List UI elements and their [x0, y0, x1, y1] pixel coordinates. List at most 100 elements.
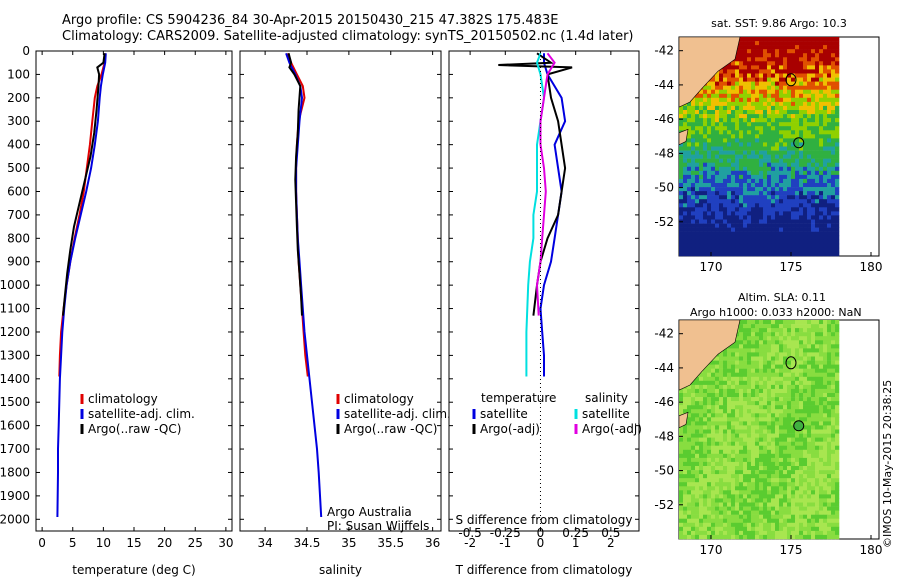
map-cell	[703, 498, 708, 503]
map-cell	[695, 409, 700, 414]
map-cell	[787, 150, 792, 155]
map-cell	[731, 146, 736, 151]
map-cell	[815, 336, 820, 341]
map-cell	[811, 510, 816, 515]
map-cell	[807, 474, 812, 479]
map-cell	[787, 441, 792, 447]
map-cell	[715, 215, 720, 220]
map-cell	[703, 534, 708, 540]
map-cell	[707, 510, 712, 515]
map-cell	[755, 247, 760, 253]
map-cell	[735, 534, 740, 540]
map-cell	[783, 166, 788, 172]
map-cell	[739, 57, 744, 62]
y-tick-label: 2000	[0, 512, 30, 526]
map-cell	[783, 356, 788, 361]
map-cell	[715, 534, 720, 540]
map-cell	[703, 227, 708, 232]
map-cell	[827, 41, 832, 46]
map-cell	[831, 154, 836, 159]
map-cell	[683, 166, 688, 172]
map-cell	[719, 356, 724, 361]
map-cell	[771, 170, 776, 176]
map-cell	[695, 397, 700, 402]
map-cell	[807, 105, 812, 111]
map-cell	[759, 405, 764, 410]
map-cell	[807, 413, 812, 418]
map-cell	[739, 187, 744, 192]
map-cell	[735, 518, 740, 524]
map-cell	[719, 174, 724, 180]
map-cell	[807, 388, 812, 394]
map-cell	[731, 97, 736, 103]
map-cell	[803, 470, 808, 475]
map-cell	[819, 85, 824, 91]
map-cell	[835, 85, 840, 91]
lon-tick-label: 175	[780, 260, 803, 274]
map-cell	[763, 73, 768, 78]
map-cell	[831, 97, 836, 103]
map-cell	[707, 247, 712, 253]
map-cell	[791, 122, 796, 127]
map-cell	[679, 449, 684, 455]
map-cell	[799, 37, 804, 42]
map-cell	[771, 195, 776, 200]
map-cell	[791, 368, 796, 374]
map-cell	[707, 388, 712, 394]
map-cell	[695, 490, 700, 495]
map-cell	[783, 433, 788, 438]
map-cell	[827, 441, 832, 447]
map-cell	[767, 526, 772, 532]
map-cell	[755, 105, 760, 111]
map-cell	[779, 360, 784, 365]
map-cell	[791, 178, 796, 184]
map-cell	[755, 470, 760, 475]
map-cell	[803, 142, 808, 147]
map-cell	[767, 247, 772, 253]
map-cell	[779, 433, 784, 438]
map-cell	[747, 49, 752, 54]
map-cell	[759, 138, 764, 143]
map-cell	[695, 445, 700, 451]
map-cell	[711, 413, 716, 418]
map-cell	[755, 380, 760, 386]
map-cell	[771, 482, 776, 487]
map-cell	[703, 97, 708, 103]
map-cell	[831, 81, 836, 86]
map-cell	[679, 526, 684, 532]
map-cell	[783, 77, 788, 82]
map-cell	[819, 215, 824, 220]
map-cell	[779, 486, 784, 491]
map-cell	[787, 336, 792, 341]
map-cell	[739, 166, 744, 172]
map-cell	[747, 37, 752, 42]
map-cell	[831, 134, 836, 139]
map-cell	[835, 384, 840, 390]
x-axis-label: T difference from climatology	[455, 563, 633, 577]
map-cell	[795, 126, 800, 131]
map-cell	[831, 397, 836, 402]
map-cell	[767, 243, 772, 249]
map-cell	[743, 114, 748, 119]
map-cell	[747, 344, 752, 349]
map-cell	[815, 453, 820, 459]
map-cell	[807, 215, 812, 220]
map-cell	[727, 441, 732, 447]
map-cell	[811, 409, 816, 414]
map-cell	[731, 474, 736, 479]
map-cell	[755, 219, 760, 224]
map-cell	[811, 368, 816, 374]
map-cell	[807, 470, 812, 475]
map-cell	[691, 97, 696, 103]
map-cell	[687, 421, 692, 426]
map-cell	[775, 506, 780, 511]
map-cell	[739, 405, 744, 410]
map-cell	[831, 437, 836, 442]
map-cell	[707, 433, 712, 438]
map-cell	[795, 372, 800, 378]
map-cell	[775, 178, 780, 184]
map-cell	[767, 122, 772, 127]
map-cell	[779, 61, 784, 66]
map-cell	[715, 494, 720, 499]
map-cell	[683, 494, 688, 499]
